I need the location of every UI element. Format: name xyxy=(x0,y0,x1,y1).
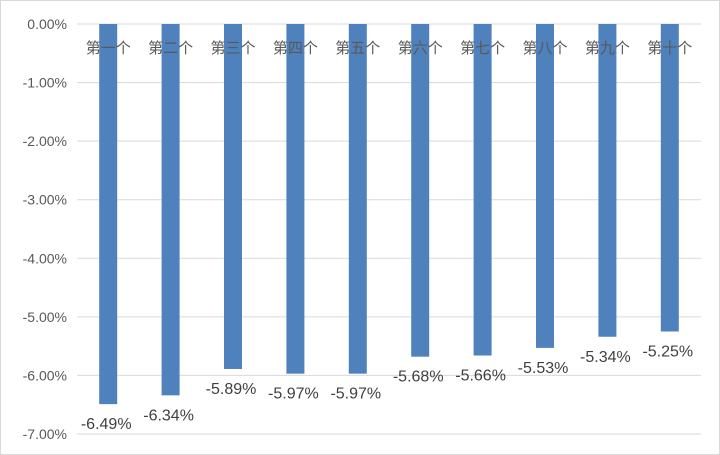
data-labels: -6.49% -6.34% -5.89% -5.97% -5.97% -5.68% -5.6… xyxy=(81,344,693,434)
bar xyxy=(660,24,679,332)
bars xyxy=(99,24,679,405)
data-label: -6.34% xyxy=(143,407,194,424)
bar xyxy=(473,24,492,356)
y-tick-label: 0.00% xyxy=(27,16,67,32)
data-label: -6.49% xyxy=(81,416,132,433)
category-label: 第一个 xyxy=(86,39,131,57)
category-label: 第五个 xyxy=(335,39,380,57)
category-label: 第三个 xyxy=(210,39,255,57)
category-label: 第二个 xyxy=(148,39,193,57)
bar xyxy=(286,24,305,374)
bar xyxy=(224,24,242,369)
data-label: -5.66% xyxy=(455,368,506,385)
y-tick-label: -1.00% xyxy=(23,75,67,91)
category-label: 第十个 xyxy=(647,39,692,57)
category-label: 第七个 xyxy=(460,39,505,57)
y-tick-label: -5.00% xyxy=(23,309,67,325)
y-axis-tick-labels: 0.00% -1.00% -2.00% -3.00% -4.00% -5.00% -6.00… xyxy=(23,16,67,442)
data-label: -5.25% xyxy=(642,344,693,361)
bar xyxy=(348,24,367,374)
bar xyxy=(99,24,118,405)
bar xyxy=(411,24,430,357)
bar xyxy=(536,24,554,348)
data-label: -5.53% xyxy=(518,360,569,377)
data-label: -5.97% xyxy=(268,386,319,403)
y-tick-label: -4.00% xyxy=(23,250,67,266)
bar xyxy=(598,24,617,337)
y-tick-label: -2.00% xyxy=(23,133,67,149)
bar xyxy=(161,24,180,396)
data-label: -5.97% xyxy=(330,386,381,403)
gridlines xyxy=(77,23,701,435)
y-tick-label: -7.00% xyxy=(23,426,67,442)
data-label: -5.89% xyxy=(206,381,257,398)
y-tick-label: -6.00% xyxy=(23,367,67,383)
data-label: -5.68% xyxy=(393,369,444,386)
category-label: 第八个 xyxy=(522,39,567,57)
category-label: 第六个 xyxy=(398,39,443,57)
category-label: 第九个 xyxy=(585,39,630,57)
category-label: 第四个 xyxy=(273,39,318,57)
data-label: -5.34% xyxy=(580,349,631,366)
category-labels: 第一个 第二个 第三个 第四个 第五个 第六个 第七个 第八个 第九个 第十个 xyxy=(86,39,693,57)
y-tick-label: -3.00% xyxy=(23,192,67,208)
